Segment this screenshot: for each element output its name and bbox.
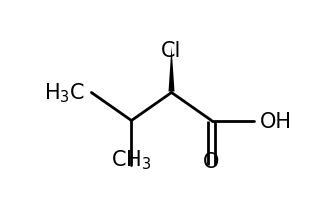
Text: OH: OH [260, 111, 291, 131]
Polygon shape [169, 47, 175, 92]
Text: Cl: Cl [161, 41, 182, 61]
Text: O: O [203, 151, 220, 171]
Text: H$_3$C: H$_3$C [44, 81, 85, 105]
Text: CH$_3$: CH$_3$ [111, 147, 152, 171]
